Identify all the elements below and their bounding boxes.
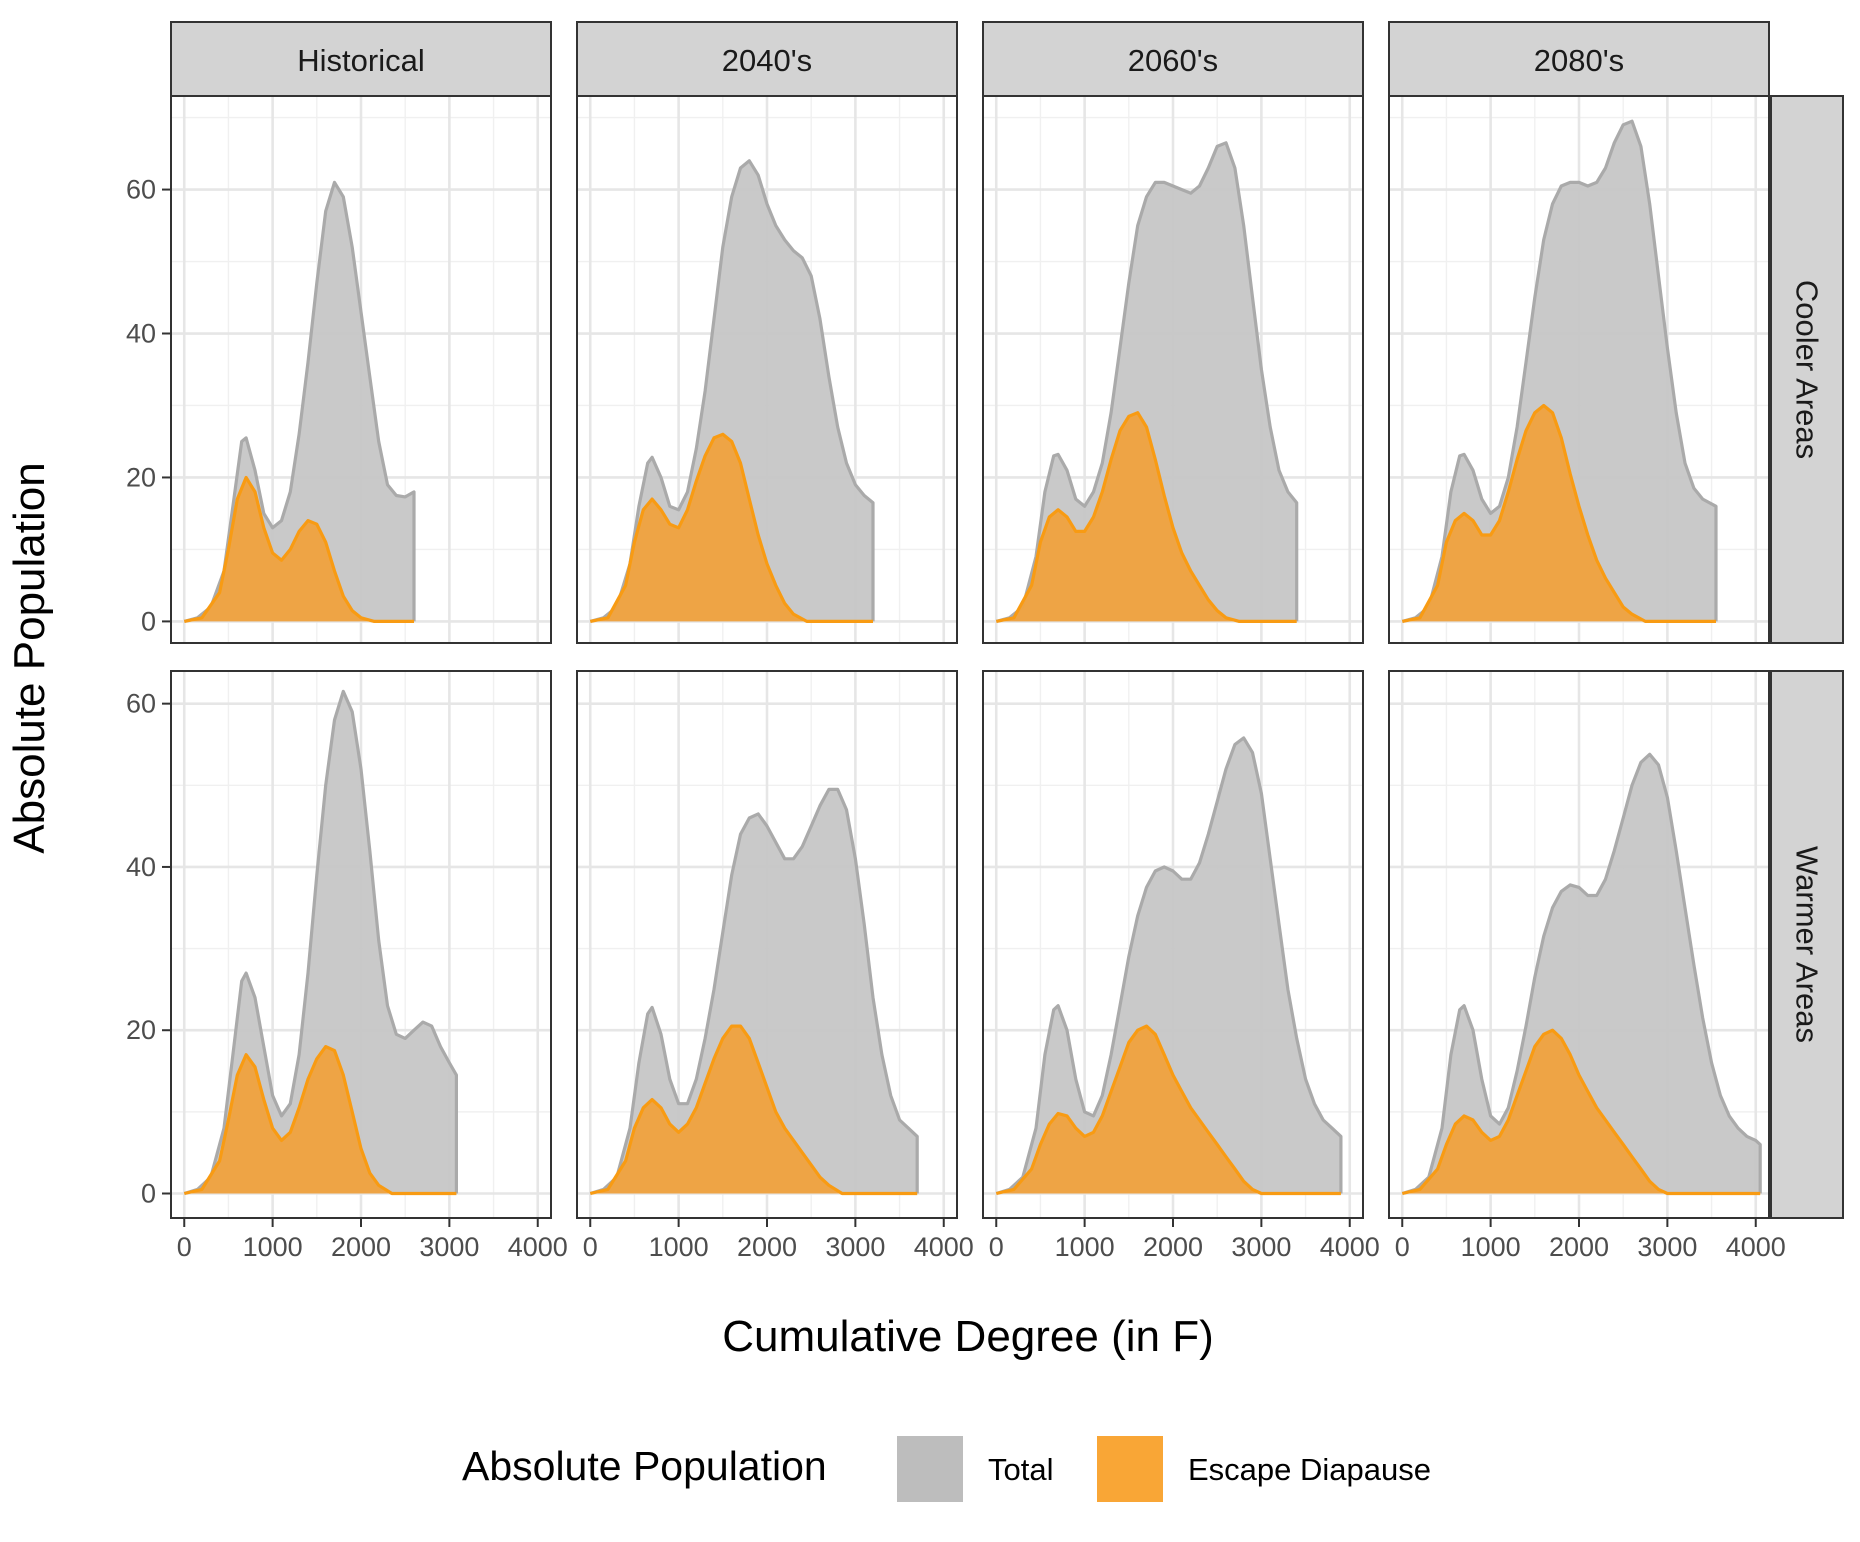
x-tick-label: 2000: [331, 1232, 391, 1262]
legend-label-total: Total: [988, 1452, 1053, 1487]
legend-swatch-escape-diapause: [1097, 1436, 1163, 1502]
legend-swatch-total: [897, 1436, 963, 1502]
y-tick-label: 40: [126, 319, 156, 349]
x-tick-label: 0: [1395, 1232, 1410, 1262]
column-strip-label: 2040's: [722, 43, 812, 78]
row-strip-label: Cooler Areas: [1790, 280, 1825, 459]
x-tick-label: 4000: [508, 1232, 568, 1262]
series-escape-diapause-area: [590, 434, 873, 622]
column-strip-label: Historical: [297, 43, 424, 78]
series-escape-diapause-area: [184, 477, 414, 622]
row-strip-label: Warmer Areas: [1790, 846, 1825, 1043]
x-tick-label: 2000: [1549, 1232, 1609, 1262]
panel-warmer-areas-historical: [170, 670, 552, 1219]
series-escape-diapause-line: [183, 1045, 457, 1196]
x-tick-label: 0: [177, 1232, 192, 1262]
series-total-area: [996, 142, 1297, 622]
panel-cooler-areas-historical: [170, 95, 552, 644]
column-strip-label: 2080's: [1534, 43, 1624, 78]
x-tick-label: 1000: [243, 1232, 303, 1262]
x-tick-label: 4000: [914, 1232, 974, 1262]
series-total-area: [996, 737, 1341, 1194]
y-tick-label: 40: [126, 852, 156, 882]
column-strip-label: 2060's: [1128, 43, 1218, 78]
y-tick-label: 0: [141, 606, 156, 636]
panel-cooler-areas-2080-s: [1388, 95, 1770, 644]
series-escape-diapause-area: [1402, 405, 1716, 622]
y-tick-label: 20: [126, 1015, 156, 1045]
row-strip-cooler-areas: [1770, 95, 1844, 644]
x-axis-title: Cumulative Degree (in F): [722, 1312, 1214, 1361]
series-escape-diapause-line: [589, 432, 873, 623]
series-total-line: [995, 141, 1299, 623]
x-tick-label: 1000: [649, 1232, 709, 1262]
column-strip-2060-s: [982, 21, 1364, 97]
series-escape-diapause-line: [1401, 403, 1716, 623]
x-tick-label: 3000: [1637, 1232, 1697, 1262]
series-total-line: [183, 689, 458, 1196]
panels-layer: [170, 95, 1770, 1219]
column-strip-2040-s: [576, 21, 958, 97]
x-tick-label: 1000: [1461, 1232, 1521, 1262]
panel-warmer-areas-2040-s: [576, 670, 958, 1219]
x-tick-label: 3000: [825, 1232, 885, 1262]
series-escape-diapause-line: [1401, 1028, 1761, 1196]
x-tick-label: 0: [989, 1232, 1004, 1262]
series-escape-diapause-line: [183, 475, 414, 623]
facet-strips: Historical 2040's 2060's 2080's Cooler Areas…: [170, 21, 1844, 1219]
x-tick-label: 2000: [737, 1232, 797, 1262]
series-escape-diapause-area: [996, 1026, 1341, 1194]
series-escape-diapause-line: [995, 411, 1297, 623]
series-total-line: [1401, 119, 1718, 623]
x-tick-label: 1000: [1055, 1232, 1115, 1262]
series-escape-diapause-area: [590, 1026, 918, 1194]
panel-warmer-areas-2060-s: [982, 670, 1364, 1219]
legend: Absolute Population Total Escape Diapaus…: [462, 1436, 1431, 1502]
x-tick-label: 3000: [1231, 1232, 1291, 1262]
series-escape-diapause-area: [184, 1046, 457, 1194]
panel-cooler-areas-2040-s: [576, 95, 958, 644]
y-tick-label: 60: [126, 175, 156, 205]
row-strip-warmer-areas: [1770, 670, 1844, 1219]
axes-layer: 0 1000 2000 3000 4000 0 1000 2000 3000 4000 0 1000 2…: [126, 175, 1786, 1262]
series-total-line: [1401, 752, 1762, 1196]
panel-cooler-areas-2060-s: [982, 95, 1364, 644]
y-axis-title: Absolute Population: [5, 462, 54, 853]
series-total-area: [590, 789, 918, 1194]
series-total-line: [589, 787, 919, 1196]
column-strip-2080-s: [1388, 21, 1770, 97]
x-tick-label: 4000: [1726, 1232, 1786, 1262]
series-total-area: [1402, 754, 1761, 1194]
y-tick-label: 60: [126, 689, 156, 719]
panel-warmer-areas-2080-s: [1388, 670, 1770, 1219]
series-escape-diapause-line: [995, 1024, 1341, 1196]
series-total-line: [183, 180, 416, 623]
column-strip-historical: [170, 21, 552, 97]
x-tick-label: 2000: [1143, 1232, 1203, 1262]
series-total-area: [590, 160, 873, 622]
x-tick-label: 4000: [1320, 1232, 1380, 1262]
legend-label-escape-diapause: Escape Diapause: [1188, 1452, 1431, 1487]
series-escape-diapause-area: [996, 412, 1297, 622]
legend-title: Absolute Population: [462, 1443, 827, 1489]
series-escape-diapause-line: [589, 1024, 918, 1196]
x-tick-label: 0: [583, 1232, 598, 1262]
series-total-line: [995, 736, 1343, 1196]
series-total-line: [589, 159, 875, 623]
series-escape-diapause-area: [1402, 1030, 1761, 1194]
y-tick-label: 0: [141, 1179, 156, 1209]
y-tick-label: 20: [126, 462, 156, 492]
x-tick-label: 3000: [419, 1232, 479, 1262]
